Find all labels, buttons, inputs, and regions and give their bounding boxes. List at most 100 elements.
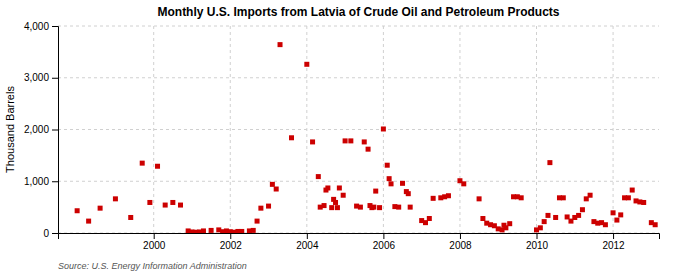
point (588, 193, 593, 198)
y-axis-label: Thousand Barrels (4, 86, 16, 173)
point (322, 203, 327, 208)
tick-mark (460, 233, 461, 239)
point (343, 138, 348, 143)
tick-label: 2002 (220, 240, 243, 251)
point (329, 205, 334, 210)
point (170, 200, 175, 205)
grid-line-x (613, 26, 614, 233)
point (427, 216, 432, 221)
point (147, 200, 152, 205)
point (576, 213, 581, 218)
point (258, 206, 263, 211)
point (270, 182, 275, 187)
point (477, 196, 482, 201)
point (519, 195, 524, 200)
point (538, 225, 543, 230)
tick-mark (52, 130, 58, 131)
grid-line-y (58, 26, 659, 27)
point (611, 210, 616, 215)
point (251, 228, 256, 233)
tick-label: 4,000 (24, 21, 49, 32)
axis-line (52, 27, 59, 234)
point (341, 193, 346, 198)
tick-label: 2012 (602, 240, 625, 251)
tick: 0 (43, 228, 58, 239)
tick: 1,000 (24, 176, 58, 187)
grid-line-y (58, 129, 659, 130)
point (580, 207, 585, 212)
point (406, 191, 411, 196)
tick-mark (52, 78, 58, 79)
tick-mark (383, 233, 384, 239)
tick: 2008 (449, 233, 472, 251)
tick-label: 1,000 (24, 176, 49, 187)
point (446, 193, 451, 198)
point (304, 62, 309, 67)
point (400, 181, 405, 186)
point (178, 203, 183, 208)
point (553, 215, 558, 220)
point (377, 205, 382, 210)
point (542, 219, 547, 224)
tick-mark (52, 181, 58, 182)
point (255, 219, 260, 224)
tick: 2012 (602, 233, 625, 251)
point (140, 161, 145, 166)
point (113, 196, 118, 201)
point (337, 185, 342, 190)
point (274, 187, 279, 192)
tick-mark (613, 233, 614, 239)
point (389, 181, 394, 186)
point (387, 176, 392, 181)
point (653, 222, 658, 227)
point (630, 188, 635, 193)
plot-area: 200020022004200620082010201201,0002,0003… (24, 21, 660, 251)
x-axis: 2000 2002 2004 2006 2008 2010 2012 (59, 233, 660, 251)
axis-line (59, 234, 660, 240)
grid-line-x (153, 26, 154, 233)
point (333, 200, 338, 205)
point (75, 208, 80, 213)
point (289, 135, 294, 140)
point (348, 138, 353, 143)
point (561, 195, 566, 200)
point (98, 206, 103, 211)
point (614, 218, 619, 223)
point (325, 185, 330, 190)
point (626, 195, 631, 200)
tick: 2010 (526, 233, 549, 251)
point (362, 139, 367, 144)
tick-label: 2000 (143, 240, 166, 251)
tick-mark (307, 233, 308, 239)
point (358, 205, 363, 210)
point (547, 160, 552, 165)
title: Monthly U.S. Imports from Latvia of Crud… (157, 5, 559, 19)
tick: 2000 (143, 233, 166, 251)
point (396, 205, 401, 210)
point (641, 200, 646, 205)
tick-mark (52, 26, 58, 27)
point (366, 147, 371, 152)
point (381, 126, 386, 131)
tick-label: 2004 (296, 240, 319, 251)
point (618, 212, 623, 217)
tick: 2002 (220, 233, 243, 251)
point (163, 203, 168, 208)
tick-label: 2006 (373, 240, 396, 251)
tick-label: 0 (43, 228, 49, 239)
point (239, 229, 244, 233)
tick: 2004 (296, 233, 319, 251)
point (335, 205, 340, 210)
grid-line-x (306, 26, 307, 233)
point (278, 42, 283, 47)
point (408, 205, 413, 210)
point (480, 216, 485, 221)
point (507, 221, 512, 226)
tick: 2,000 (24, 124, 58, 135)
tick-label: 2010 (526, 240, 549, 251)
tick: 2006 (373, 233, 396, 251)
point (603, 222, 608, 227)
annotation: Source: U.S. Energy Information Administ… (58, 261, 247, 271)
point (431, 196, 436, 201)
grid-line-x (536, 26, 537, 233)
